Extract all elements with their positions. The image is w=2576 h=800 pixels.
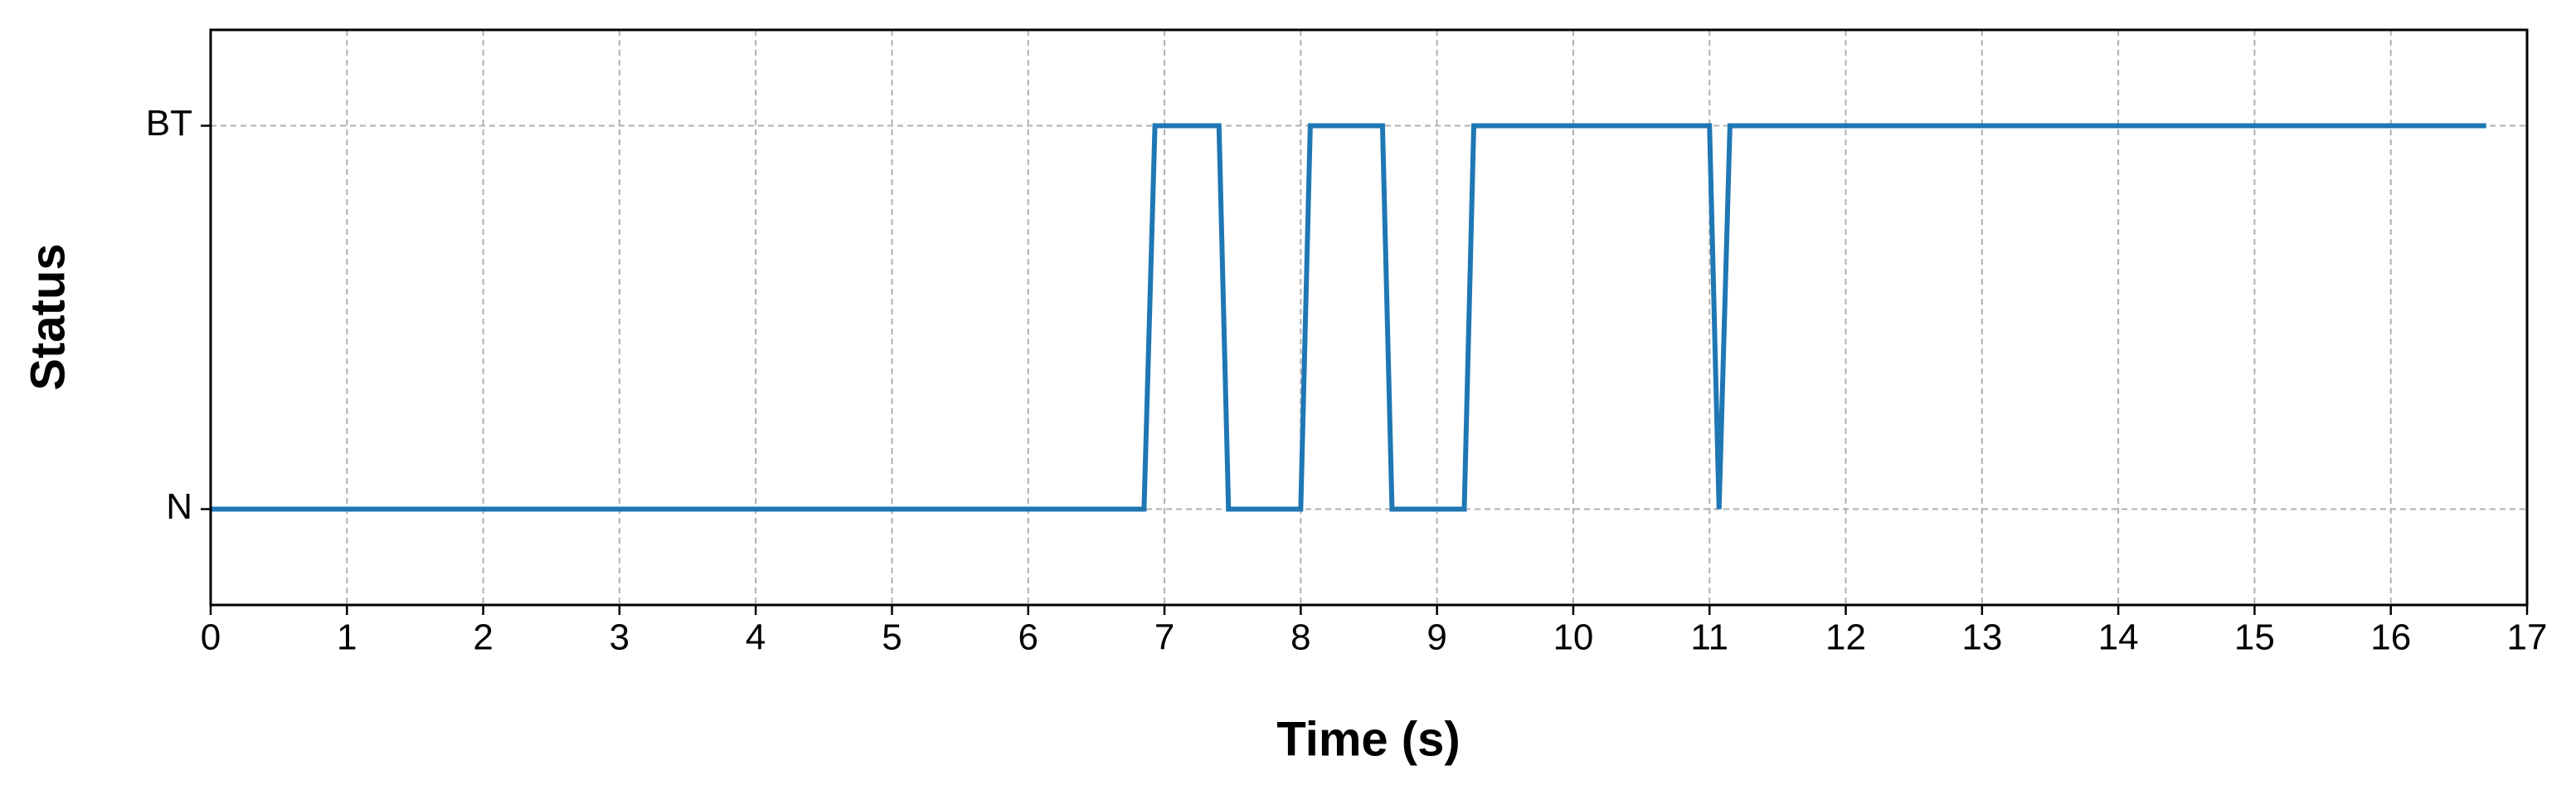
y-tick-label: N <box>166 486 192 527</box>
x-tick-label: 12 <box>1825 617 1866 658</box>
status-line <box>211 123 2486 512</box>
x-tick-label: 10 <box>1553 617 1593 658</box>
x-tick-label: 3 <box>610 617 629 658</box>
plot-frame <box>209 28 2529 607</box>
x-tick-label: 8 <box>1290 617 1310 658</box>
x-tick-label: 1 <box>337 617 357 658</box>
x-tick-label: 9 <box>1427 617 1446 658</box>
x-tick-label: 0 <box>201 617 221 658</box>
x-axis-title: Time (s) <box>1276 712 1460 766</box>
y-tick-label: BT <box>146 103 192 144</box>
x-tick-label: 16 <box>2370 617 2411 658</box>
x-tick-label: 5 <box>882 617 902 658</box>
y-axis-title: Status <box>21 243 75 390</box>
x-tick-label: 14 <box>2098 617 2139 658</box>
x-tick-label: 15 <box>2234 617 2275 658</box>
x-tick-label: 11 <box>1690 617 1728 658</box>
x-tick-label: 4 <box>746 617 766 658</box>
x-tick-label: 13 <box>1961 617 2002 658</box>
x-tick-label: 2 <box>473 617 493 658</box>
x-tick-label: 7 <box>1154 617 1174 658</box>
x-tick-label: 17 <box>2507 617 2548 658</box>
x-tick-label: 6 <box>1018 617 1038 658</box>
